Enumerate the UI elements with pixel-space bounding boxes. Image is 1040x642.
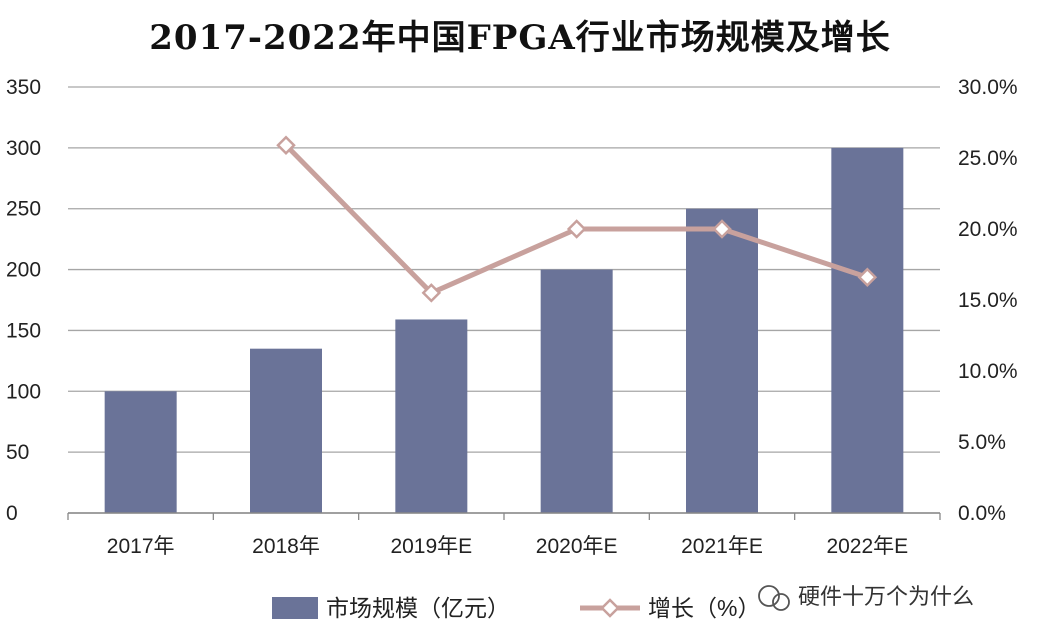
y-left-tick-label: 150 <box>6 319 41 342</box>
bar <box>540 269 613 513</box>
legend-swatch-bar <box>272 597 318 619</box>
growth-point <box>712 219 732 239</box>
watermark-text: 硬件十万个为什么 <box>798 584 974 609</box>
y-right-tick-label: 10.0% <box>958 360 1018 383</box>
bar <box>104 391 177 513</box>
y-left-tick-label: 0 <box>6 502 18 525</box>
bar <box>686 208 758 513</box>
legend-label-bar: 市场规模（亿元） <box>326 595 510 621</box>
x-tick-label: 2018年 <box>252 535 320 558</box>
y-right-tick-label: 15.0% <box>958 289 1018 312</box>
legend-swatch-marker <box>600 598 620 618</box>
y-right-tick-label: 20.0% <box>958 218 1018 241</box>
growth-point <box>421 283 442 303</box>
bar <box>395 319 468 513</box>
x-tick-label: 2021年E <box>681 535 763 558</box>
wechat-icon-bubble <box>772 593 790 611</box>
y-right-tick-label: 5.0% <box>958 431 1006 454</box>
y-right-tick-label: 25.0% <box>958 147 1018 170</box>
growth-point <box>276 135 296 155</box>
x-tick-label: 2022年E <box>826 535 908 558</box>
bar <box>831 147 904 513</box>
y-left-tick-label: 250 <box>6 198 41 221</box>
y-left-tick-label: 350 <box>6 76 41 99</box>
y-left-tick-label: 300 <box>6 137 41 160</box>
growth-point <box>566 219 587 239</box>
y-right-tick-label: 30.0% <box>958 76 1018 99</box>
y-left-tick-label: 200 <box>6 259 41 282</box>
x-tick-label: 2017年 <box>107 535 175 558</box>
x-tick-label: 2019年E <box>390 535 472 558</box>
y-left-tick-label: 50 <box>6 441 29 464</box>
growth-point <box>857 267 878 288</box>
wechat-icon <box>758 585 780 607</box>
legend-label-line: 增长（%） <box>648 595 760 621</box>
y-right-tick-label: 0.0% <box>958 502 1006 525</box>
y-left-tick-label: 100 <box>6 380 41 403</box>
chart-title: 2017-2022年中国FPGA行业市场规模及增长 <box>149 18 891 58</box>
bar <box>250 348 322 513</box>
x-tick-label: 2020年E <box>536 535 618 558</box>
